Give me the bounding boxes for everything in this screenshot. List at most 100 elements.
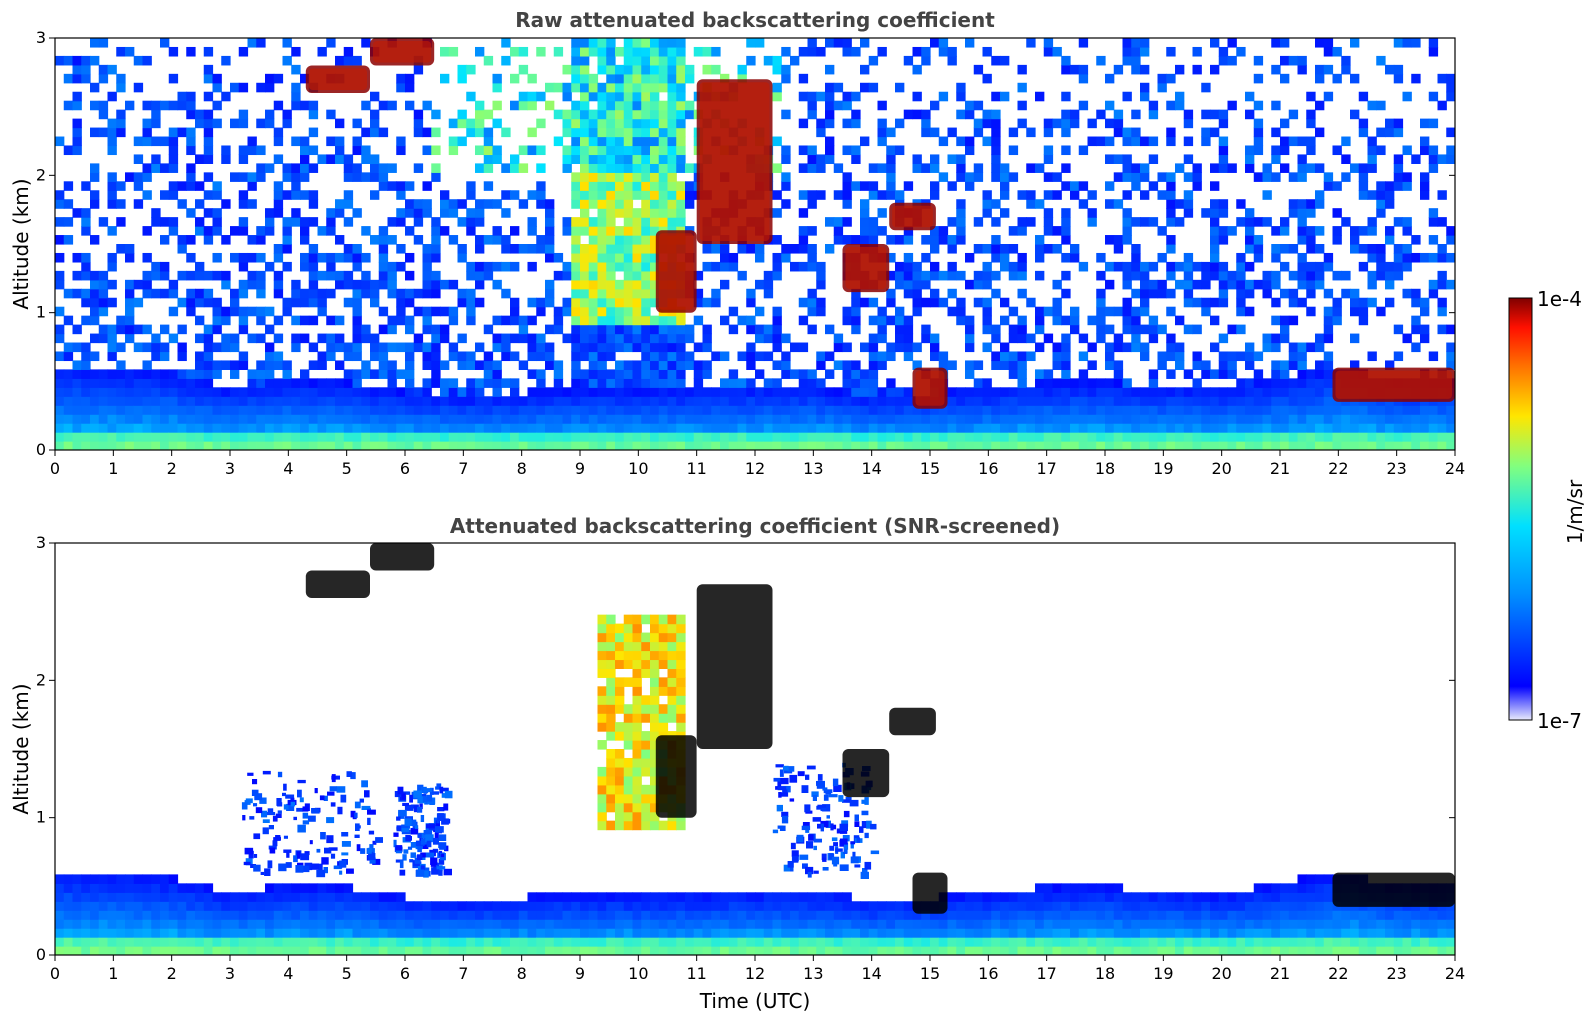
heatmap-cell [1323,64,1334,75]
heatmap-cell [580,100,590,111]
heatmap-cell [1402,181,1412,191]
heatmap-cell [588,414,599,424]
heatmap-cell [895,145,905,156]
heatmap-cell [273,432,284,442]
heatmap-cell [1061,217,1071,227]
heatmap-cell [300,315,310,326]
heatmap-cell [1105,441,1115,450]
heatmap-cell [116,181,126,191]
heatmap-cell [746,360,756,370]
heatmap-cell [431,333,441,344]
heatmap-cell [781,928,791,938]
heatmap-cell [527,892,537,902]
heatmap-cell [212,73,222,84]
heatmap-cell [361,910,371,920]
heatmap-cell [816,423,826,433]
heatmap-cell [588,892,599,902]
heatmap-cell [1113,199,1124,209]
heatmap-cell [755,38,765,48]
heatmap-cell [562,297,572,308]
heatmap-cell [536,244,546,254]
heatmap-cell [81,378,91,388]
heatmap-cell [1122,423,1132,433]
heatmap-cell [98,270,109,281]
heatmap-cell [658,396,669,406]
heatmap-cell [361,892,371,902]
heatmap-cell [396,315,406,326]
heatmap-cell [825,910,835,920]
heatmap-cell [798,91,809,102]
heatmap-cell [991,55,1001,66]
heatmap-cell [186,928,196,938]
heatmap-cell [965,181,975,191]
heatmap-cell [956,892,966,902]
heatmap-cell [798,892,809,902]
heatmap-cell [615,722,625,732]
heatmap-cell [177,181,187,191]
heatmap-cell [571,414,581,424]
heatmap-cell [536,432,546,442]
heatmap-cell [693,432,704,442]
heatmap-cell [396,937,406,947]
heatmap-cell [921,270,931,281]
heatmap-cell [431,172,441,182]
heatmap-cell [1035,405,1045,415]
heatmap-cell [1017,405,1027,415]
heatmap-cell [877,118,887,129]
heatmap-cell [457,919,467,929]
heatmap-cell [772,270,782,281]
heatmap-cell [510,937,520,947]
heatmap-cell [405,937,415,947]
heatmap-cell [790,901,800,911]
heatmap-cell [1000,441,1010,450]
heatmap-cell [177,324,187,335]
heatmap-cell [107,333,117,344]
heatmap-cell [947,928,957,938]
heatmap-cell [1323,378,1334,388]
heatmap-cell [693,387,704,397]
heatmap-cell [361,288,371,299]
heatmap-cell [1113,118,1124,129]
heatmap-cell [1306,145,1316,156]
heatmap-cell [352,910,362,920]
heatmap-cell [1157,324,1167,335]
heatmap-cell [1183,414,1194,424]
heatmap-cell [177,342,187,353]
heatmap-cell [965,892,975,902]
heatmap-cell [1008,351,1019,362]
heatmap-cell [650,73,660,84]
heatmap-cell [308,946,319,955]
heatmap-cell [1393,217,1404,227]
x-tick-label: 17 [1036,459,1056,478]
heatmap-cell [851,306,861,317]
heatmap-cell [335,441,345,450]
heatmap-cell [238,937,249,947]
heatmap-cell [641,892,651,902]
heatmap-cell [1078,145,1089,156]
heatmap-cell [1061,396,1071,406]
heatmap-cell [781,64,791,75]
heatmap-cell [440,324,450,335]
heatmap-cell [352,432,362,442]
heatmap-cell [877,46,887,57]
heatmap-cell [116,324,126,335]
heatmap-cell [886,910,896,920]
heatmap-cell [536,928,546,938]
heatmap-cell [763,396,774,406]
heatmap-cell [1385,270,1395,281]
heatmap-cell [1271,172,1281,182]
heatmap-cell [606,297,616,308]
heatmap-cell [1218,163,1229,173]
heatmap-cell [623,632,634,643]
heatmap-cell [431,405,441,415]
heatmap-cell [212,252,222,263]
heatmap-cell [623,64,634,75]
heatmap-cell [125,423,135,433]
heatmap-cell [510,73,520,84]
heatmap-cell [1052,342,1062,353]
heatmap-cell [63,423,74,433]
heatmap-cell [833,892,844,902]
heatmap-cell [860,919,870,929]
heatmap-cell [448,279,459,290]
heatmap-cell [527,946,537,955]
